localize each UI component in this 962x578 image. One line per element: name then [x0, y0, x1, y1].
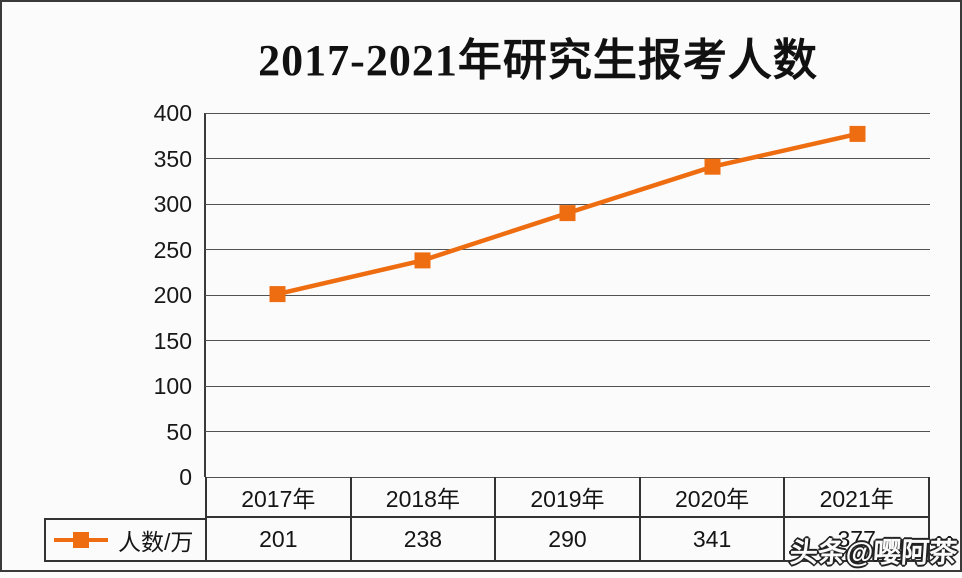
- y-axis-tick-label: 150: [153, 327, 192, 354]
- gridline: [205, 249, 930, 250]
- data-point-marker: [559, 205, 576, 222]
- legend-series-marker-icon: [54, 532, 108, 548]
- series-plot: [269, 125, 866, 303]
- legend-label: 人数/万: [118, 529, 194, 555]
- table-value-row: 201 238 290 341 377: [205, 518, 930, 562]
- watermark-text: 头条@嘤阿茶: [788, 537, 959, 568]
- year-header-cell: 2021年: [783, 477, 928, 518]
- y-axis-tick-label: 400: [153, 100, 192, 126]
- gridline: [205, 385, 930, 387]
- y-axis-tick-label: 300: [153, 191, 192, 217]
- value-cell: 290: [494, 518, 639, 562]
- y-axis-tick-label: 200: [153, 282, 192, 308]
- data-point-marker: [849, 125, 866, 142]
- legend-square-icon: [73, 532, 89, 548]
- value-cell: 201: [205, 518, 350, 562]
- year-header-cell: 2020年: [638, 477, 784, 518]
- gridline: [205, 431, 930, 432]
- value-cell: 377: [783, 518, 928, 562]
- data-point-marker: [414, 252, 431, 269]
- gridline: [205, 294, 930, 296]
- legend-cell: 人数/万: [44, 518, 205, 562]
- value-cell: 238: [349, 518, 495, 562]
- table-year-header-row: 2017年 2018年 2019年 2020年 2021年: [205, 477, 930, 518]
- gridline: [205, 203, 930, 205]
- year-header-cell: 2017年: [205, 477, 350, 518]
- y-axis-tick-label: 100: [153, 373, 192, 399]
- y-axis-tick-label: 50: [166, 418, 192, 445]
- gridline: [205, 340, 930, 341]
- gridline: [205, 158, 930, 159]
- gridline: [205, 476, 930, 478]
- y-axis-tick-label: 250: [153, 236, 192, 263]
- value-cell: 341: [638, 518, 784, 562]
- chart-title: 2017-2021年研究生报考人数: [258, 36, 818, 85]
- data-point-marker: [704, 158, 721, 175]
- year-header-cell: 2019年: [494, 477, 639, 518]
- data-point-marker: [269, 286, 286, 303]
- gridline: [205, 112, 930, 114]
- y-axis-tick-label: 350: [153, 145, 192, 172]
- y-axis-tick-label: 0: [179, 464, 192, 490]
- year-header-cell: 2018年: [349, 477, 495, 518]
